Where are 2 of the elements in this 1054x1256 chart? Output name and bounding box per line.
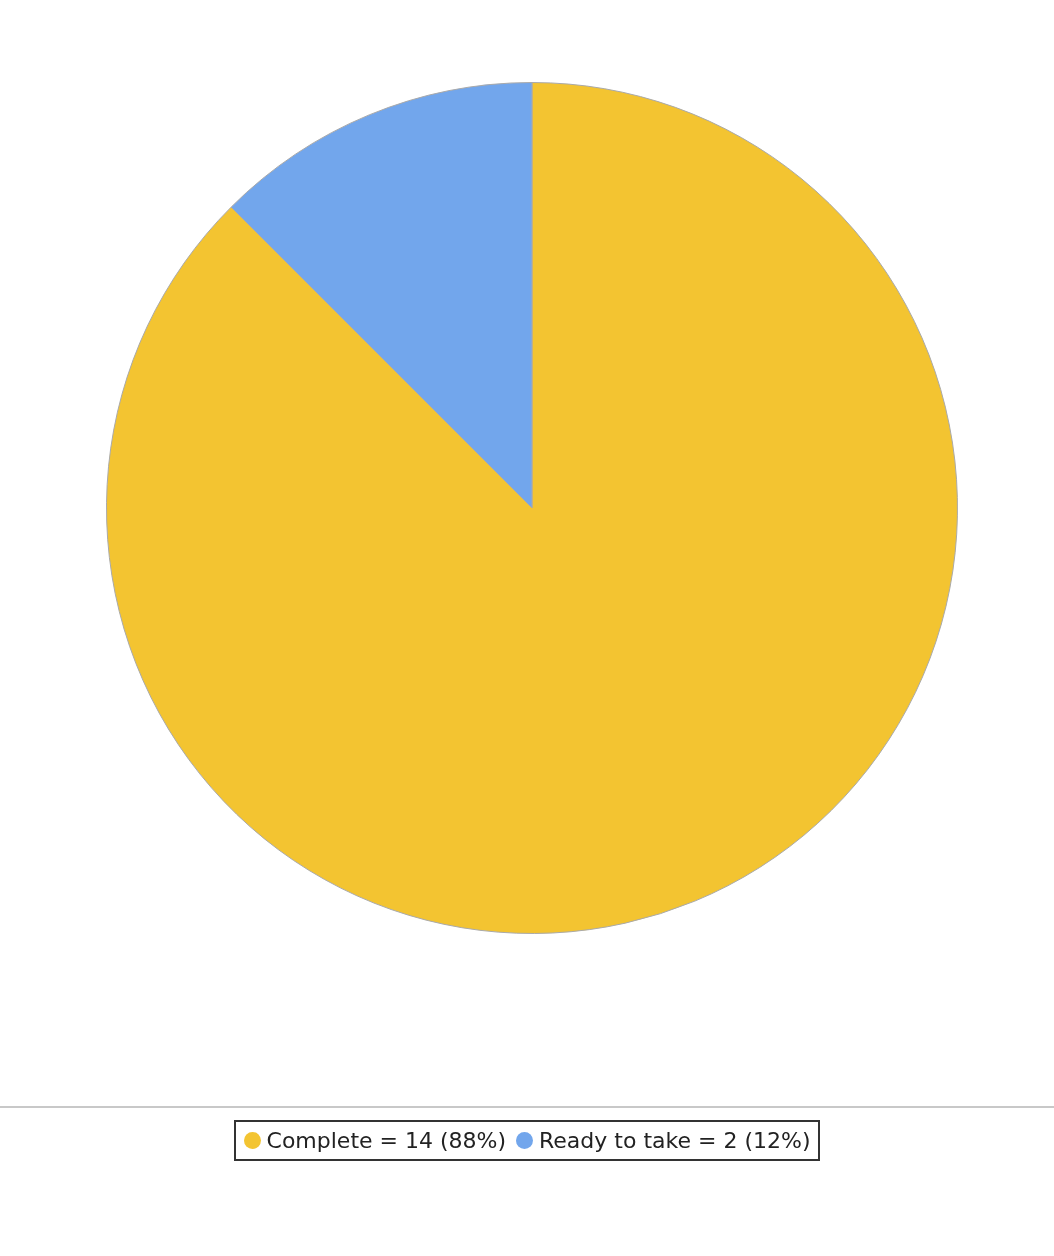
legend-label: Complete = 14 (88%) — [266, 1128, 507, 1153]
legend-label: Ready to take = 2 (12%) — [539, 1128, 811, 1153]
